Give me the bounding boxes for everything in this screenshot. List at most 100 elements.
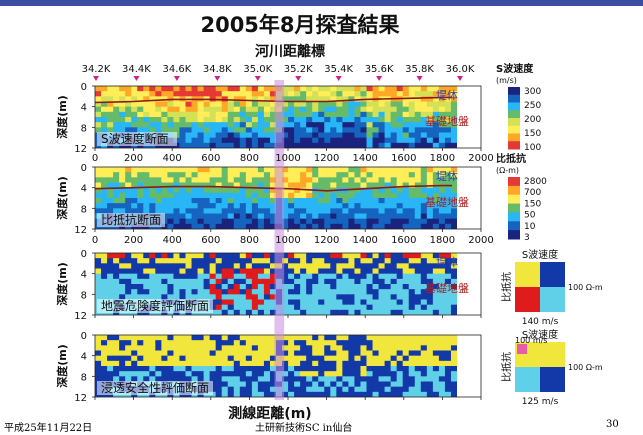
heat-cell	[263, 294, 271, 301]
heat-cell	[113, 335, 120, 341]
heat-cell	[342, 122, 349, 128]
heat-cell	[131, 253, 138, 259]
heat-cell	[348, 132, 356, 139]
heat-cell	[257, 122, 265, 128]
heat-cell	[95, 198, 102, 204]
heat-cell	[414, 117, 422, 123]
heat-cell	[227, 142, 235, 148]
heat-cell	[227, 294, 235, 301]
heat-cell	[420, 106, 428, 113]
heat-cell	[384, 122, 392, 128]
heat-cell	[221, 132, 229, 139]
heat-cell	[420, 273, 428, 280]
heat-cell	[420, 223, 428, 229]
heat-cell	[324, 360, 331, 367]
heat-cell	[179, 91, 187, 97]
heat-cell	[119, 273, 126, 280]
heat-cell	[209, 117, 217, 123]
heat-cell	[263, 182, 271, 189]
heat-cell	[155, 96, 162, 103]
heat-cell	[420, 198, 428, 204]
heat-cell	[354, 376, 362, 383]
y-tick-label: 12	[74, 144, 87, 155]
heat-cell	[221, 172, 229, 178]
heat-cell	[444, 122, 452, 128]
heat-cell	[245, 294, 253, 301]
heat-cell	[324, 289, 331, 295]
heat-cell	[263, 278, 271, 285]
heat-cell	[209, 187, 217, 194]
heat-cell	[336, 268, 343, 275]
layer-label-embankment: 堤体	[436, 169, 458, 183]
heat-cell	[300, 187, 307, 194]
heat-cell	[366, 91, 374, 97]
heat-cell	[384, 366, 392, 372]
heat-cell	[372, 122, 380, 128]
heat-cell	[360, 86, 368, 92]
heat-cell	[306, 263, 313, 270]
heat-cell	[360, 386, 368, 393]
heat-cell	[215, 86, 223, 92]
heat-cell	[348, 213, 356, 220]
heat-cell	[191, 218, 199, 225]
heat-cell	[384, 111, 392, 118]
heat-cell	[125, 278, 132, 285]
heat-cell	[432, 192, 440, 199]
heat-cell	[149, 111, 156, 118]
heat-cell	[306, 355, 313, 362]
heat-cell	[426, 91, 434, 97]
heat-cell	[366, 376, 374, 383]
heat-cell	[245, 106, 253, 113]
legend-quadrant	[540, 262, 565, 287]
heat-cell	[203, 340, 211, 346]
heat-cell	[372, 192, 380, 199]
heat-cell	[191, 376, 199, 383]
heat-cell	[203, 218, 211, 225]
heat-cell	[119, 289, 126, 295]
heat-cell	[348, 381, 356, 388]
heat-cell	[306, 101, 313, 108]
heat-cell	[215, 268, 223, 275]
heat-cell	[354, 294, 362, 301]
heat-cell	[360, 309, 368, 315]
heat-cell	[396, 208, 404, 215]
layer-label-embankment: 堤体	[436, 88, 458, 102]
heat-cell	[450, 172, 457, 178]
colorbar-tick: 700	[524, 188, 541, 198]
heat-cell	[426, 167, 434, 173]
heat-cell	[282, 132, 289, 139]
heat-cell	[402, 137, 410, 144]
heat-cell	[233, 111, 241, 118]
heat-cell	[450, 137, 457, 144]
heat-cell	[179, 371, 187, 377]
heat-cell	[179, 213, 187, 220]
heat-cell	[312, 101, 319, 108]
heat-cell	[384, 289, 392, 295]
heat-cell	[245, 309, 253, 315]
heat-cell	[131, 294, 138, 301]
heat-cell	[438, 198, 446, 204]
heat-cell	[324, 335, 331, 341]
heat-cell	[366, 101, 374, 108]
heat-cell	[444, 177, 452, 184]
heat-cell	[227, 258, 235, 264]
heat-cell	[263, 376, 271, 383]
heat-cell	[366, 223, 374, 229]
heat-cell	[137, 86, 144, 92]
heat-cell	[233, 253, 241, 259]
heat-cell	[221, 106, 229, 113]
heat-cell	[233, 208, 241, 215]
heat-cell	[420, 172, 428, 178]
heat-cell	[257, 127, 265, 134]
heat-cell	[197, 111, 205, 118]
heat-cell	[354, 253, 362, 259]
heat-cell	[161, 111, 168, 118]
heat-cell	[300, 304, 307, 311]
heat-cell	[251, 258, 259, 264]
heat-cell	[269, 299, 277, 306]
heat-cell	[444, 187, 452, 194]
heat-cell	[330, 137, 337, 144]
heat-cell	[390, 167, 398, 173]
heat-cell	[366, 299, 374, 306]
heat-cell	[354, 132, 362, 139]
